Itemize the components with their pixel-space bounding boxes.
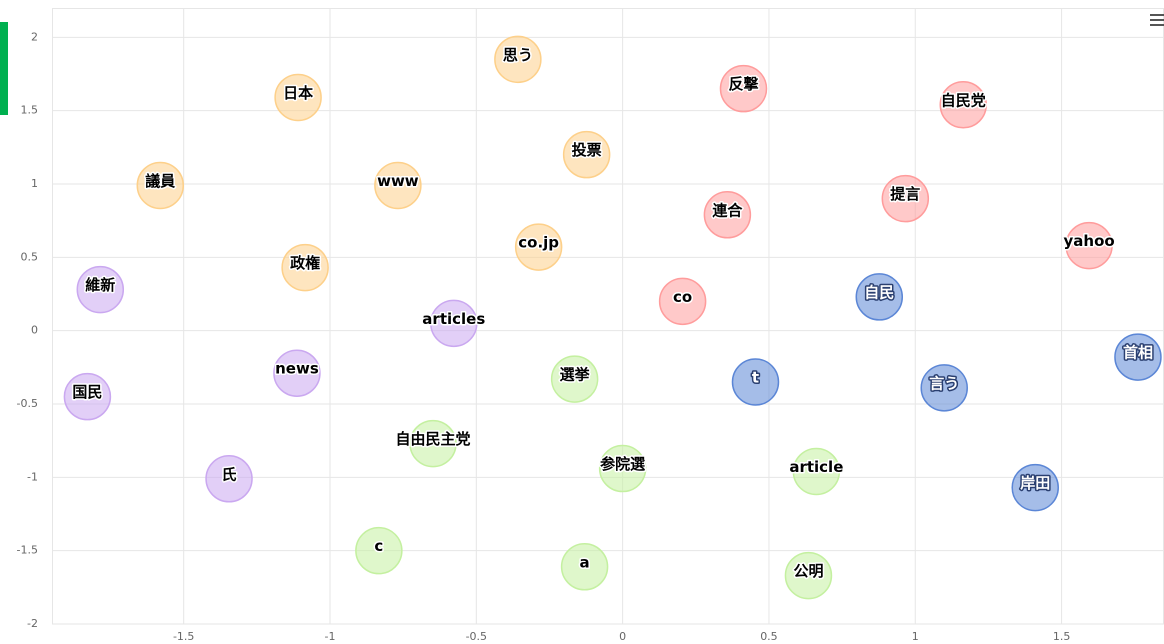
- point-label: 自民党: [941, 91, 986, 109]
- y-tick-label: -2: [27, 617, 38, 630]
- point: [920, 364, 968, 412]
- point-label: 岸田: [1020, 474, 1050, 492]
- menu-bar[interactable]: [1150, 14, 1164, 16]
- menu-bar[interactable]: [1150, 19, 1164, 21]
- point: [1065, 221, 1113, 270]
- point-label: article: [789, 458, 843, 476]
- point-label: 国民: [72, 383, 102, 401]
- point-label: 首相: [1123, 344, 1153, 362]
- point-label: t: [752, 369, 759, 387]
- point: [703, 191, 752, 239]
- menu-bar[interactable]: [1150, 24, 1164, 26]
- point-label: co.jp: [518, 234, 559, 252]
- menu-button[interactable]: [1150, 14, 1164, 26]
- point-label: 言う: [929, 374, 959, 392]
- point-label: 参院選: [600, 455, 645, 473]
- x-tick-label: 1: [912, 630, 919, 643]
- point-label: a: [580, 553, 590, 571]
- point: [281, 243, 329, 292]
- x-tick-label: -0.5: [466, 630, 487, 643]
- point-label: 提言: [890, 185, 920, 203]
- point-label: co: [673, 288, 692, 306]
- point: [409, 419, 457, 468]
- point-label: 選挙: [560, 366, 591, 384]
- x-tick-label: 0: [619, 630, 626, 643]
- point: [784, 551, 833, 600]
- point-label: news: [275, 360, 319, 378]
- point: [430, 299, 478, 348]
- point-label: www: [377, 172, 419, 190]
- point: [63, 372, 112, 421]
- grid: -2 -1.5 -1 -0.5 0 0.5 1 1.5 2 -1.5 -1 -0.5 0 0.5 1 1.5: [17, 8, 1164, 643]
- point-label: 議員: [145, 172, 175, 190]
- point-label: 維新: [85, 276, 115, 294]
- y-tick-label: -1: [27, 470, 38, 483]
- point-label: 自民: [864, 283, 894, 301]
- point-label: 反撃: [728, 75, 758, 93]
- point: [494, 35, 542, 84]
- x-tick-label: -1: [325, 630, 336, 643]
- y-tick-label: 2: [31, 30, 38, 43]
- x-tick-label: -1.5: [173, 630, 194, 643]
- y-tick-label: -1.5: [17, 544, 38, 557]
- point-label: 政権: [290, 254, 320, 272]
- point-label: 思う: [503, 46, 533, 64]
- point: [658, 277, 707, 326]
- point-label: 氏: [222, 465, 237, 483]
- point-label: 連合: [712, 201, 743, 219]
- y-tick-label: 1.5: [21, 104, 39, 117]
- point-label: 投票: [572, 141, 602, 159]
- point: [136, 161, 185, 210]
- x-tick-label: 0.5: [760, 630, 778, 643]
- point-label: 日本: [283, 84, 313, 102]
- y-tick-label: 0.5: [21, 250, 39, 263]
- point: [355, 526, 403, 575]
- point: [560, 543, 609, 591]
- point: [1114, 333, 1162, 381]
- point: [598, 444, 647, 493]
- y-tick-label: -0.5: [17, 397, 38, 410]
- point-label: yahoo: [1063, 232, 1114, 250]
- y-tick-label: 0: [31, 324, 38, 337]
- point: [719, 64, 768, 113]
- point: [76, 265, 125, 314]
- point-label: 自由民主党: [395, 430, 470, 448]
- point: [550, 355, 599, 403]
- point: [374, 161, 422, 210]
- point: [881, 174, 930, 223]
- point: [562, 130, 611, 179]
- side-accent: [0, 22, 8, 115]
- point: [514, 223, 563, 271]
- plot-frame: [52, 8, 1164, 625]
- point-label: c: [374, 537, 383, 555]
- point: [274, 73, 322, 122]
- point: [792, 447, 841, 496]
- point-label: articles: [422, 310, 485, 328]
- point: [939, 81, 988, 129]
- point: [855, 273, 904, 321]
- point: [731, 358, 780, 406]
- point: [205, 455, 253, 503]
- point-label: 公明: [793, 562, 823, 580]
- x-tick-label: 1.5: [1053, 630, 1071, 643]
- point: [1011, 463, 1059, 512]
- y-tick-label: 1: [31, 177, 38, 190]
- point: [273, 349, 321, 397]
